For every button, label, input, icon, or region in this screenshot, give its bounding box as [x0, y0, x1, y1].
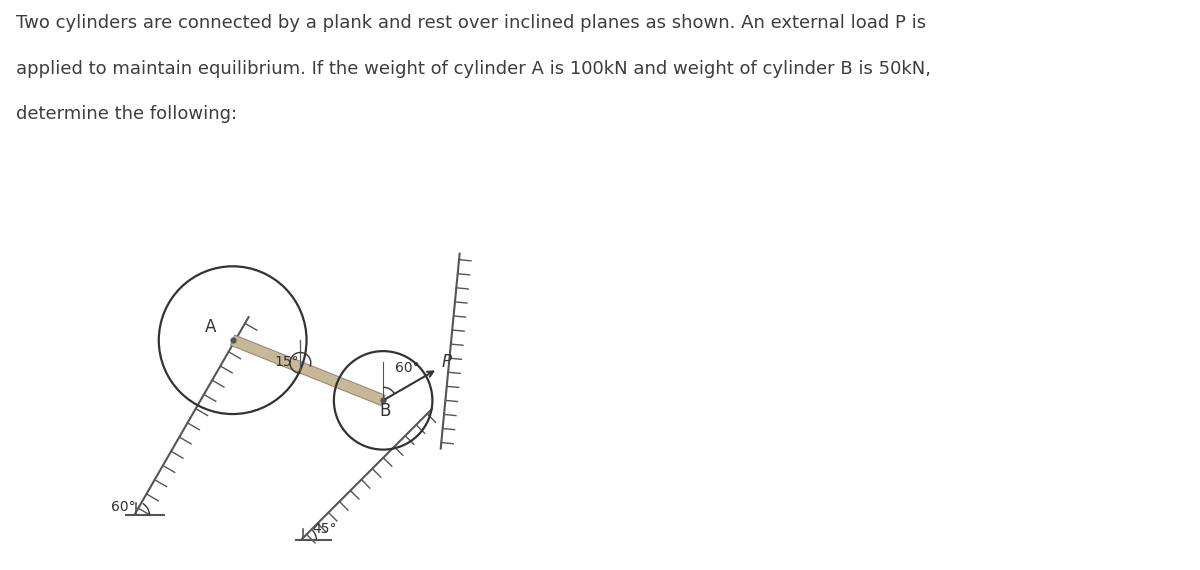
Text: 15°: 15° — [274, 355, 299, 369]
Text: B: B — [380, 402, 391, 420]
Text: 60°: 60° — [112, 500, 136, 514]
Text: determine the following:: determine the following: — [16, 105, 236, 124]
Text: 45°: 45° — [312, 522, 336, 536]
Text: Two cylinders are connected by a plank and rest over inclined planes as shown. A: Two cylinders are connected by a plank a… — [16, 14, 925, 32]
Polygon shape — [230, 335, 385, 405]
Text: applied to maintain equilibrium. If the weight of cylinder A is 100kN and weight: applied to maintain equilibrium. If the … — [16, 60, 931, 78]
Text: 60°: 60° — [395, 361, 420, 375]
Text: P: P — [442, 353, 451, 371]
Text: A: A — [205, 318, 217, 336]
